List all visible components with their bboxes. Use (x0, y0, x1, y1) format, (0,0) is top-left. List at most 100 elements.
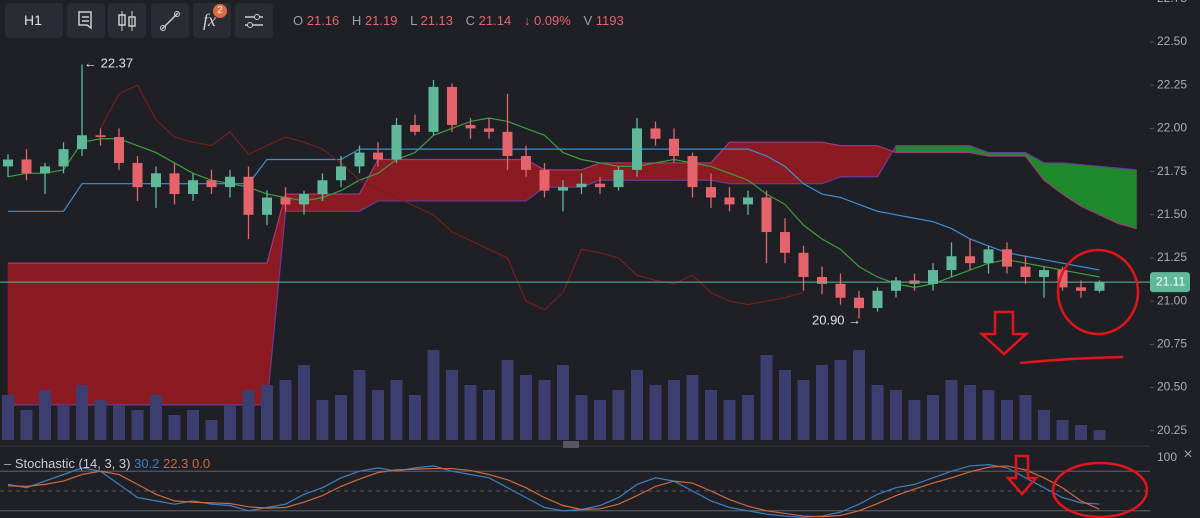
k-value: 30.2 (134, 456, 160, 471)
cloud-segment (784, 141, 804, 184)
candle-body (1094, 282, 1105, 291)
candle-body (502, 131, 513, 157)
volume-bar (797, 380, 810, 440)
hand-annotations (978, 248, 1149, 518)
candle-body (373, 152, 383, 160)
volume-bar (668, 380, 680, 440)
volume-bar (649, 385, 662, 440)
stochastic-header: – Stochastic (14, 3, 3) 30.2 22.3 0.0 (4, 456, 210, 471)
volume-bar (982, 390, 995, 440)
volume-bar (1038, 410, 1050, 440)
cloud-segment (396, 159, 416, 202)
cloud-segment (81, 262, 101, 406)
candle-body (114, 137, 124, 163)
cloud-segment (1043, 162, 1063, 195)
volume-bar (372, 390, 384, 440)
candle-body (854, 297, 864, 309)
candle-body (391, 124, 402, 160)
notes-button[interactable] (67, 3, 105, 38)
y-tick-label: 20.75 (1157, 337, 1187, 351)
candle-body (336, 166, 346, 181)
label: L (410, 13, 417, 28)
candle-body (21, 159, 32, 174)
cloud-segment (932, 145, 952, 153)
label: V (583, 13, 593, 28)
y-tick-label: 20.50 (1157, 380, 1187, 394)
label: O (293, 13, 304, 28)
axis-layer: 20.25 20.50 20.75 21.00 21.25 21.50 21.75 22.00… (0, 0, 1190, 437)
resize-handle[interactable] (563, 441, 579, 448)
stochastic-title: Stochastic (14, 3, 3) (14, 456, 131, 471)
candles-button[interactable] (108, 3, 146, 38)
volume-bar (131, 410, 144, 440)
y-tick-label: 21.25 (1157, 250, 1187, 264)
candle-body (521, 156, 531, 170)
cloud-segment (914, 145, 934, 153)
volume-bar (39, 390, 51, 440)
draw-button[interactable] (151, 3, 189, 38)
close-icon[interactable]: × (1183, 446, 1192, 463)
volume-bar (483, 390, 495, 440)
candle-body (928, 270, 938, 284)
volume-bar (113, 405, 125, 440)
candle-body (77, 135, 87, 150)
stochastic-line (7, 465, 1100, 518)
y-tick-label: 22.00 (1157, 121, 1187, 135)
cloud-segment (895, 145, 915, 153)
cloud-span-line (8, 141, 1137, 264)
cloud-segment (7, 262, 27, 406)
candle-body (243, 176, 254, 215)
d-value: 22.3 (163, 456, 189, 471)
extra-value: 0.0 (191, 456, 211, 471)
change: ↓ 0.09% (523, 13, 571, 28)
settings-icon (245, 14, 263, 28)
settings-button[interactable] (235, 3, 273, 38)
candle-body (40, 166, 50, 174)
volume-bar (2, 395, 14, 440)
cloud-segment (840, 145, 860, 178)
volume-bar (279, 380, 292, 440)
value: 21.16 (306, 13, 340, 28)
volume-bar (686, 375, 699, 440)
indicators-button[interactable]: fx 2 (193, 3, 231, 38)
volume-bar (1093, 430, 1106, 440)
volume-bar (557, 365, 569, 440)
volume-bar (390, 380, 403, 440)
volume-bar (150, 395, 162, 440)
candle-body (687, 156, 698, 188)
candle-body (965, 256, 975, 264)
candle-body (650, 128, 661, 139)
volume-bar (76, 385, 88, 440)
volume-bar (945, 380, 958, 440)
volume-bar (446, 370, 458, 440)
volume-bar (853, 350, 865, 440)
volume-bar (816, 365, 828, 440)
candle-body (632, 128, 642, 170)
volume-bar (57, 405, 70, 440)
y-tick-label: 21.50 (1157, 207, 1187, 221)
label: C (465, 13, 476, 28)
cloud-segment (100, 262, 120, 406)
candles-layer (3, 64, 1105, 319)
cloud-segment (118, 262, 138, 406)
collapse-icon[interactable]: – (4, 456, 12, 471)
volume-bar (890, 390, 902, 440)
candle-body (743, 197, 753, 205)
cloud-segment (488, 159, 508, 202)
candle-body (428, 86, 439, 132)
volume-bar (501, 360, 514, 440)
interval-button[interactable]: H1 (5, 3, 63, 38)
volume-bar (1001, 400, 1013, 440)
candle-body (484, 128, 494, 132)
last-price-label: 21.11 (1156, 274, 1185, 288)
volume-bar (1056, 420, 1069, 440)
cloud-segment (26, 262, 46, 406)
cloud-segment (433, 159, 453, 202)
volume-bar (316, 400, 329, 440)
cloud-segment (470, 159, 490, 202)
candle-body (317, 180, 328, 195)
candle-body (169, 173, 180, 195)
value: 1193 (595, 13, 624, 28)
volume-bar (705, 390, 717, 440)
